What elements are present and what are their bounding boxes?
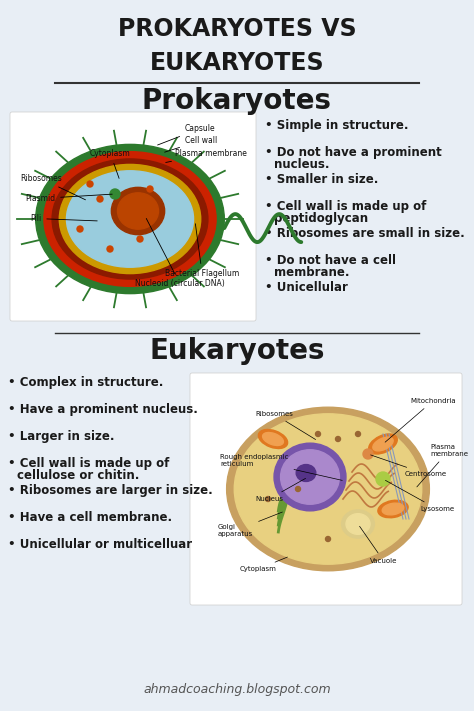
Circle shape: [363, 449, 373, 459]
Circle shape: [97, 196, 103, 202]
Text: Prokaryotes: Prokaryotes: [142, 87, 332, 115]
Circle shape: [316, 432, 320, 437]
Ellipse shape: [66, 171, 193, 267]
Ellipse shape: [44, 151, 216, 287]
Circle shape: [147, 186, 153, 192]
Circle shape: [87, 181, 93, 187]
Ellipse shape: [346, 513, 370, 535]
FancyBboxPatch shape: [190, 373, 462, 605]
Text: • Simple in structure.: • Simple in structure.: [265, 119, 409, 132]
Ellipse shape: [118, 193, 158, 229]
Circle shape: [137, 236, 143, 242]
Circle shape: [77, 226, 83, 232]
Circle shape: [265, 496, 271, 501]
Text: Golgi
apparatus: Golgi apparatus: [218, 512, 283, 537]
Text: Cell wall: Cell wall: [164, 136, 217, 152]
Text: • Cell wall is made up of: • Cell wall is made up of: [265, 200, 427, 213]
Ellipse shape: [234, 414, 422, 565]
Ellipse shape: [59, 164, 201, 274]
Text: nucleus.: nucleus.: [274, 158, 329, 171]
Ellipse shape: [258, 429, 288, 449]
Text: membrane.: membrane.: [274, 266, 349, 279]
Text: Ribosomes: Ribosomes: [255, 411, 316, 439]
Text: • Unicellular or multicelluar: • Unicellular or multicelluar: [8, 538, 192, 551]
Text: Mitochondria: Mitochondria: [385, 398, 456, 442]
Text: Ribosomes: Ribosomes: [20, 174, 85, 200]
Text: • Do not have a cell: • Do not have a cell: [265, 254, 396, 267]
Text: • Complex in structure.: • Complex in structure.: [8, 376, 164, 389]
Text: peptidoglycan: peptidoglycan: [274, 212, 368, 225]
Text: Nucleus: Nucleus: [255, 479, 306, 502]
Text: Nucleoid (circular DNA): Nucleoid (circular DNA): [135, 218, 225, 288]
Text: Plasma membrane: Plasma membrane: [166, 149, 247, 162]
Text: ahmadcoaching.blogspot.com: ahmadcoaching.blogspot.com: [143, 683, 331, 695]
Text: Vacuole: Vacuole: [360, 526, 397, 564]
Text: Bacterial Flagellum: Bacterial Flagellum: [165, 224, 239, 278]
Ellipse shape: [281, 450, 339, 504]
Ellipse shape: [296, 464, 316, 481]
Text: • Cell wall is made up of: • Cell wall is made up of: [8, 457, 169, 470]
FancyBboxPatch shape: [10, 112, 256, 321]
Text: PROKARYOTES VS
EUKARYOTES: PROKARYOTES VS EUKARYOTES: [118, 17, 356, 75]
Text: Capsule: Capsule: [157, 124, 216, 145]
Ellipse shape: [52, 159, 208, 279]
Circle shape: [376, 472, 390, 486]
Circle shape: [295, 486, 301, 491]
Circle shape: [110, 189, 120, 199]
Circle shape: [356, 432, 361, 437]
Text: Eukaryotes: Eukaryotes: [149, 337, 325, 365]
Text: Plasma
membrane: Plasma membrane: [417, 444, 468, 487]
Circle shape: [326, 537, 330, 542]
Ellipse shape: [369, 434, 397, 454]
Text: • Ribosomes are small in size.: • Ribosomes are small in size.: [265, 227, 465, 240]
Ellipse shape: [227, 407, 429, 571]
Text: • Have a prominent nucleus.: • Have a prominent nucleus.: [8, 403, 198, 416]
Text: Plasmid: Plasmid: [25, 194, 112, 203]
Ellipse shape: [274, 443, 346, 510]
Ellipse shape: [378, 501, 408, 518]
Text: • Larger in size.: • Larger in size.: [8, 430, 115, 443]
Ellipse shape: [111, 187, 164, 235]
Text: • Have a cell membrane.: • Have a cell membrane.: [8, 511, 172, 524]
Ellipse shape: [373, 437, 393, 451]
Ellipse shape: [382, 503, 404, 515]
Text: cellulose or chitin.: cellulose or chitin.: [17, 469, 139, 482]
Text: • Unicellular: • Unicellular: [265, 281, 348, 294]
Text: Cytoplasm: Cytoplasm: [240, 557, 287, 572]
Ellipse shape: [263, 432, 283, 446]
Circle shape: [336, 437, 340, 442]
Text: Lysosome: Lysosome: [385, 481, 454, 512]
Text: • Do not have a prominent: • Do not have a prominent: [265, 146, 442, 159]
Circle shape: [107, 246, 113, 252]
Text: Pili: Pili: [30, 214, 97, 223]
Text: Cytoplasm: Cytoplasm: [90, 149, 131, 178]
Ellipse shape: [36, 144, 224, 294]
Text: Centrosome: Centrosome: [371, 455, 447, 477]
Text: Rough endoplasmic
reticulum: Rough endoplasmic reticulum: [220, 454, 342, 481]
Text: • Ribosomes are larger in size.: • Ribosomes are larger in size.: [8, 484, 213, 497]
Ellipse shape: [342, 510, 374, 538]
Text: • Smaller in size.: • Smaller in size.: [265, 173, 378, 186]
